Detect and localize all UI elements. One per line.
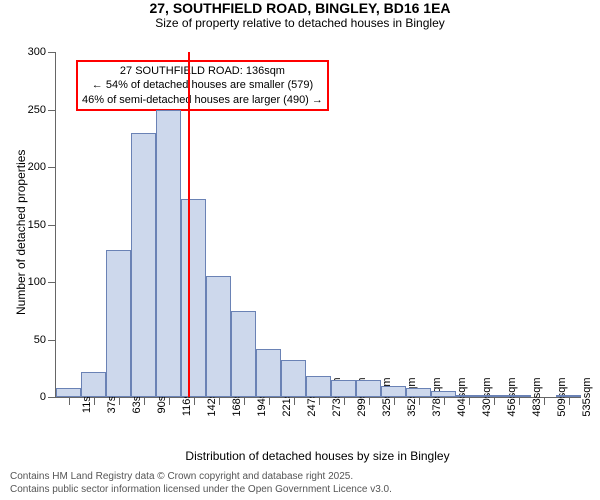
x-tick	[569, 397, 570, 405]
x-tick	[144, 397, 145, 405]
chart-subtitle: Size of property relative to detached ho…	[0, 16, 600, 30]
footer-line-1: Contains HM Land Registry data © Crown c…	[10, 470, 392, 483]
x-tick	[269, 397, 270, 405]
x-tick	[394, 397, 395, 405]
chart-title: 27, SOUTHFIELD ROAD, BINGLEY, BD16 1EA	[0, 0, 600, 16]
x-axis-title: Distribution of detached houses by size …	[55, 449, 580, 463]
x-tick-label: 535sqm	[573, 377, 593, 416]
y-tick-label: 200	[28, 161, 56, 173]
x-tick	[244, 397, 245, 405]
x-tick	[494, 397, 495, 405]
x-tick	[94, 397, 95, 405]
x-tick	[419, 397, 420, 405]
x-tick	[519, 397, 520, 405]
x-tick	[119, 397, 120, 405]
x-tick-label: 456sqm	[498, 377, 518, 416]
x-tick-label: 378sqm	[423, 377, 443, 416]
plot-area: 27 SOUTHFIELD ROAD: 136sqm ← 54% of deta…	[55, 52, 581, 398]
footer-attribution: Contains HM Land Registry data © Crown c…	[10, 470, 392, 496]
x-tick-label: 352sqm	[398, 377, 418, 416]
y-tick-label: 100	[28, 276, 56, 288]
x-tick	[194, 397, 195, 405]
x-tick	[544, 397, 545, 405]
y-tick-label: 300	[28, 46, 56, 58]
x-tick	[219, 397, 220, 405]
x-tick-label: 404sqm	[448, 377, 468, 416]
histogram-bar	[131, 133, 156, 398]
y-axis-title: Number of detached properties	[14, 149, 28, 314]
y-tick-label: 50	[34, 334, 56, 346]
x-tick	[369, 397, 370, 405]
x-tick-label: 430sqm	[473, 377, 493, 416]
marker-line	[188, 52, 190, 397]
annotation-box: 27 SOUTHFIELD ROAD: 136sqm ← 54% of deta…	[76, 60, 329, 111]
annotation-line-2: ← 54% of detached houses are smaller (57…	[82, 78, 323, 92]
x-tick-label: 325sqm	[373, 377, 393, 416]
histogram-bar	[181, 199, 206, 397]
x-tick	[319, 397, 320, 405]
annotation-line-1: 27 SOUTHFIELD ROAD: 136sqm	[82, 64, 323, 78]
y-tick-label: 250	[28, 104, 56, 116]
x-tick-label: 509sqm	[548, 377, 568, 416]
x-tick	[69, 397, 70, 405]
y-tick-label: 150	[28, 219, 56, 231]
x-tick	[169, 397, 170, 405]
histogram-bar	[106, 250, 131, 397]
x-tick-label: 483sqm	[523, 377, 543, 416]
chart-container: 27, SOUTHFIELD ROAD, BINGLEY, BD16 1EA S…	[0, 0, 600, 500]
x-tick	[444, 397, 445, 405]
annotation-line-3: 46% of semi-detached houses are larger (…	[82, 93, 323, 107]
x-tick	[469, 397, 470, 405]
x-tick	[294, 397, 295, 405]
histogram-bar	[156, 110, 181, 398]
y-tick-label: 0	[40, 391, 56, 403]
footer-line-2: Contains public sector information licen…	[10, 483, 392, 496]
x-tick	[344, 397, 345, 405]
